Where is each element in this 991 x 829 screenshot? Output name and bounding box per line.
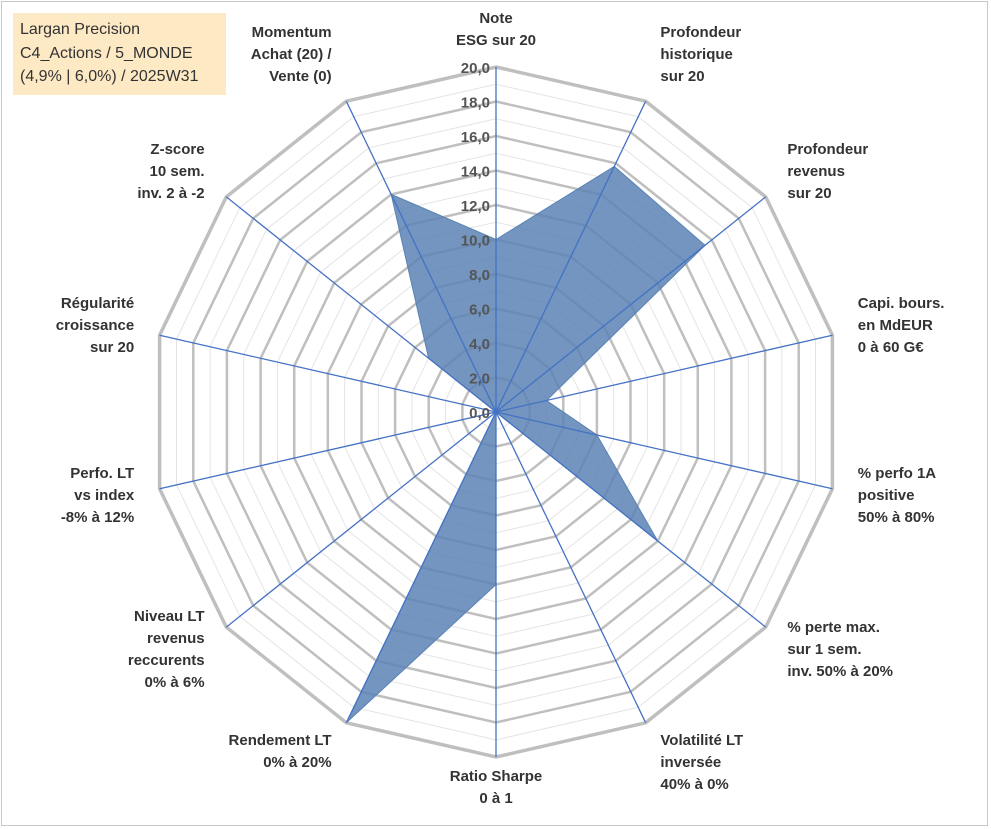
axis-spoke-5 <box>495 411 833 490</box>
axis-spoke-4 <box>495 334 833 413</box>
axis-label-14: Momentum Achat (20) / Vente (0) <box>251 24 333 85</box>
tick-label: 2,0 <box>469 371 490 388</box>
tick-label: 14,0 <box>461 164 490 181</box>
title-line-2: C4_Actions / 5_MONDE <box>20 44 193 62</box>
radial-tick-labels: 0,0 2,0 4,0 6,0 8,0 10,0 12,0 14,0 16,0 18,0 20,0 <box>461 60 490 422</box>
tick-label: 6,0 <box>469 302 490 319</box>
axis-label-2: Profondeur historique sur 20 <box>660 24 741 85</box>
axis-spoke-13 <box>225 196 497 413</box>
tick-label: 18,0 <box>461 95 490 112</box>
axis-label-8: Ratio Sharpe 0 à 1 <box>450 768 543 807</box>
axis-spoke-12 <box>159 334 497 413</box>
axis-label-7: Volatilité LT inversée 40% à 0% <box>660 732 743 793</box>
axis-spoke-11 <box>159 411 497 490</box>
tick-label: 16,0 <box>461 129 490 146</box>
title-line-3: (4,9% | 6,0%) / 2025W31 <box>20 68 199 85</box>
axis-spoke-6 <box>495 411 767 628</box>
axis-label-13: Z-score 10 sem. inv. 2 à -2 <box>137 141 204 202</box>
axis-label-9: Rendement LT 0% à 20% <box>229 732 332 771</box>
axis-spoke-7 <box>495 411 647 724</box>
tick-label: 10,0 <box>461 233 490 250</box>
tick-label: 8,0 <box>469 267 490 284</box>
axis-labels: Note ESG sur 20 Profondeur historique sur 20… <box>56 10 945 807</box>
axis-label-11: Perfo. LT vs index -8% à 12% <box>61 465 135 526</box>
tick-label: 20,0 <box>461 60 490 77</box>
axis-label-3: Profondeur revenus sur 20 <box>787 141 868 202</box>
tick-label: 4,0 <box>469 336 490 353</box>
axis-label-5: % perfo 1A positive 50% à 80% <box>858 465 937 526</box>
axis-spoke-2 <box>495 100 647 413</box>
axis-spoke-14 <box>345 100 497 413</box>
chart-title-box: Largan Precision C4_Actions / 5_MONDE (4… <box>13 13 226 95</box>
axis-spoke-9 <box>345 411 497 724</box>
title-line-1: Largan Precision <box>20 21 141 38</box>
tick-label: 0,0 <box>469 405 490 422</box>
axis-label-10: Niveau LT revenus reccurents 0% à 6% <box>128 608 205 691</box>
axis-spoke-3 <box>495 196 767 413</box>
tick-label: 12,0 <box>461 198 490 215</box>
axis-label-1: Note ESG sur 20 <box>456 10 536 49</box>
axis-label-12: Régularité croissance sur 20 <box>56 295 134 356</box>
axis-label-4: Capi. bours. en MdEUR 0 à 60 G€ <box>858 295 945 356</box>
axis-spoke-10 <box>225 411 497 628</box>
axis-label-6: % perte max. sur 1 sem. inv. 50% à 20% <box>787 619 893 680</box>
axis-spokes <box>159 67 833 757</box>
